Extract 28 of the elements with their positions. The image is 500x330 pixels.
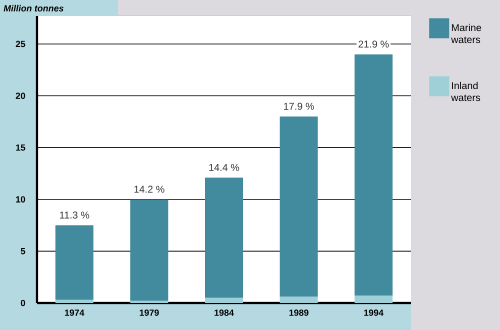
annotation: 14.4 % <box>209 164 240 171</box>
bar <box>205 298 243 303</box>
annotation: 17.9 % <box>284 102 314 110</box>
x-tick-label: 1989 <box>289 310 308 316</box>
annotation: 11.3 % <box>60 212 90 219</box>
bar <box>55 300 94 303</box>
annotation: 14.2 % <box>134 186 164 193</box>
bar <box>55 225 94 300</box>
x-tick-label: 1979 <box>140 310 159 316</box>
bar <box>280 116 318 297</box>
bar <box>205 178 243 298</box>
y-tick-label: 0 <box>20 300 26 306</box>
legend-label: Marine waters <box>451 24 482 44</box>
bar <box>354 296 393 303</box>
y-axis-title: Million tonnes <box>4 4 64 12</box>
x-tick-label: 1984 <box>214 310 234 316</box>
y-tick-label: 10 <box>16 196 26 203</box>
y-tick-label: 15 <box>16 144 26 151</box>
bar <box>130 199 168 301</box>
bar <box>354 54 393 296</box>
y-tick-label: 25 <box>16 40 26 48</box>
y-tick-label: 5 <box>20 248 26 254</box>
x-tick-label: 1994 <box>364 310 384 316</box>
annotation: 21.9 % <box>358 40 389 48</box>
y-tick-label: 20 <box>16 92 26 99</box>
bar <box>280 296 318 303</box>
legend-label: Inland waters <box>451 82 480 102</box>
x-tick-label: 1974 <box>64 310 84 316</box>
